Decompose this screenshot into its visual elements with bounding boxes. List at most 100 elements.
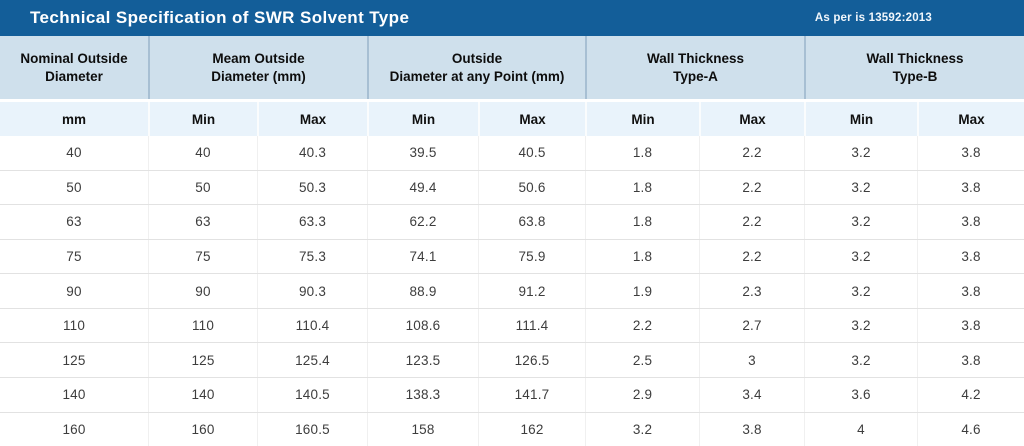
table-row: 125 125 125.4 123.5 126.5 2.5 3 3.2 3.8	[0, 343, 1024, 378]
table-cell: 1.8	[585, 205, 699, 239]
subheader-max: Max	[478, 102, 585, 136]
table-cell: 63.3	[257, 205, 367, 239]
table-cell: 2.9	[585, 377, 699, 412]
table-cell: 91.2	[478, 274, 585, 308]
table-cell: 88.9	[367, 274, 478, 308]
table-cell: 160.5	[257, 412, 367, 446]
table-subheader-row: mm Min Max Min Max Min Max Min Max	[0, 99, 1024, 136]
subheader-min: Min	[148, 102, 257, 136]
table-row: 63 63 63.3 62.2 63.8 1.8 2.2 3.2 3.8	[0, 205, 1024, 240]
table-cell: 126.5	[478, 343, 585, 377]
table-cell: 125	[62, 352, 86, 368]
table-cell: 160	[148, 412, 257, 446]
table-body: 40 40 40.3 39.5 40.5 1.8 2.2 3.2 3.8 50 …	[0, 136, 1024, 446]
table-cell: 90	[66, 283, 82, 299]
table-cell: 3.8	[917, 343, 1024, 377]
table-cell: 138.3	[367, 377, 478, 412]
table-cell: 40.5	[478, 136, 585, 170]
standard-reference: As per is 13592:2013	[814, 12, 932, 24]
table-row: 160 160 160.5 158 162 3.2 3.8 4 4.6	[0, 412, 1024, 446]
table-cell: 3.8	[699, 412, 804, 446]
table-cell: 3.4	[699, 377, 804, 412]
table-cell: 50	[66, 179, 82, 195]
table-group-header-row: Nominal Outside Diameter Meam Outside Di…	[0, 36, 1024, 99]
group-header-mean-outside-diameter: Meam Outside Diameter (mm)	[148, 36, 367, 99]
table-cell: 158	[367, 412, 478, 446]
table-cell: 1.8	[585, 239, 699, 274]
table-row: 50 50 50.3 49.4 50.6 1.8 2.2 3.2 3.8	[0, 170, 1024, 206]
title-bar: Technical Specification of SWR Solvent T…	[0, 0, 1024, 36]
table-cell: 3.2	[804, 239, 917, 274]
table-cell: 1.8	[585, 170, 699, 205]
table-cell: 3.2	[804, 308, 917, 343]
table-row: 110 110 110.4 108.6 111.4 2.2 2.7 3.2 3.…	[0, 308, 1024, 344]
table-cell: 39.5	[367, 136, 478, 170]
group-header-outside-diameter-any-point: Outside Diameter at any Point (mm)	[367, 36, 585, 99]
table-cell: 50.3	[257, 170, 367, 205]
table-cell: 2.2	[699, 136, 804, 170]
table-cell: 75	[66, 248, 82, 264]
table-cell: 74.1	[367, 239, 478, 274]
group-header-wall-thickness-type-b: Wall Thickness Type-B	[804, 36, 1024, 99]
table-cell: 63.8	[478, 205, 585, 239]
table-cell: 40.3	[257, 136, 367, 170]
table-cell: 123.5	[367, 343, 478, 377]
table-row: 40 40 40.3 39.5 40.5 1.8 2.2 3.2 3.8	[0, 136, 1024, 171]
table-row: 90 90 90.3 88.9 91.2 1.9 2.3 3.2 3.8	[0, 274, 1024, 309]
table-cell: 110	[62, 318, 86, 334]
table-cell: 75	[148, 239, 257, 274]
table-cell: 49.4	[367, 170, 478, 205]
table-cell: 90	[148, 274, 257, 308]
table-cell: 3.8	[917, 205, 1024, 239]
table-cell: 140	[62, 387, 86, 403]
table-cell: 3.2	[804, 170, 917, 205]
table-cell: 140.5	[257, 377, 367, 412]
table-cell: 40	[148, 136, 257, 170]
subheader-max: Max	[917, 102, 1024, 136]
table-cell: 3.8	[917, 170, 1024, 205]
table-cell: 3	[699, 343, 804, 377]
group-header-nominal-outside-diameter: Nominal Outside Diameter	[0, 36, 148, 99]
table-cell: 3.8	[917, 136, 1024, 170]
table-cell: 3.2	[585, 412, 699, 446]
table-cell: 3.6	[804, 377, 917, 412]
table-cell: 1.9	[585, 274, 699, 308]
table-cell: 3.2	[804, 274, 917, 308]
table-cell: 90.3	[257, 274, 367, 308]
table-cell: 3.2	[804, 205, 917, 239]
subheader-max: Max	[699, 102, 804, 136]
table-cell: 63	[148, 205, 257, 239]
table-cell: 3.2	[804, 136, 917, 170]
subheader-min: Min	[367, 102, 478, 136]
table-cell: 110.4	[257, 308, 367, 343]
table-cell: 3.8	[917, 308, 1024, 343]
table-cell: 75.3	[257, 239, 367, 274]
table-cell: 62.2	[367, 205, 478, 239]
table-cell: 110	[148, 308, 257, 343]
table-cell: 160	[62, 421, 86, 437]
table-cell: 162	[478, 412, 585, 446]
table-cell: 2.2	[585, 308, 699, 343]
table-cell: 4.6	[917, 412, 1024, 446]
table-cell: 4	[804, 412, 917, 446]
table-cell: 140	[148, 377, 257, 412]
subheader-mm: mm	[0, 102, 148, 136]
table-cell: 3.2	[804, 343, 917, 377]
table-cell: 63	[66, 214, 82, 230]
table-row: 75 75 75.3 74.1 75.9 1.8 2.2 3.2 3.8	[0, 239, 1024, 275]
page-title: Technical Specification of SWR Solvent T…	[30, 8, 410, 27]
table-cell: 3.8	[917, 274, 1024, 308]
table-cell: 108.6	[367, 308, 478, 343]
table-cell: 2.2	[699, 239, 804, 274]
subheader-min: Min	[585, 102, 699, 136]
table-cell: 125.4	[257, 343, 367, 377]
table-cell: 2.5	[585, 343, 699, 377]
table-cell: 1.8	[585, 136, 699, 170]
table-cell: 3.8	[917, 239, 1024, 274]
table-cell: 50.6	[478, 170, 585, 205]
table-cell: 2.7	[699, 308, 804, 343]
table-cell: 40	[66, 145, 82, 161]
table-cell: 2.3	[699, 274, 804, 308]
group-header-wall-thickness-type-a: Wall Thickness Type-A	[585, 36, 804, 99]
table-cell: 4.2	[917, 377, 1024, 412]
